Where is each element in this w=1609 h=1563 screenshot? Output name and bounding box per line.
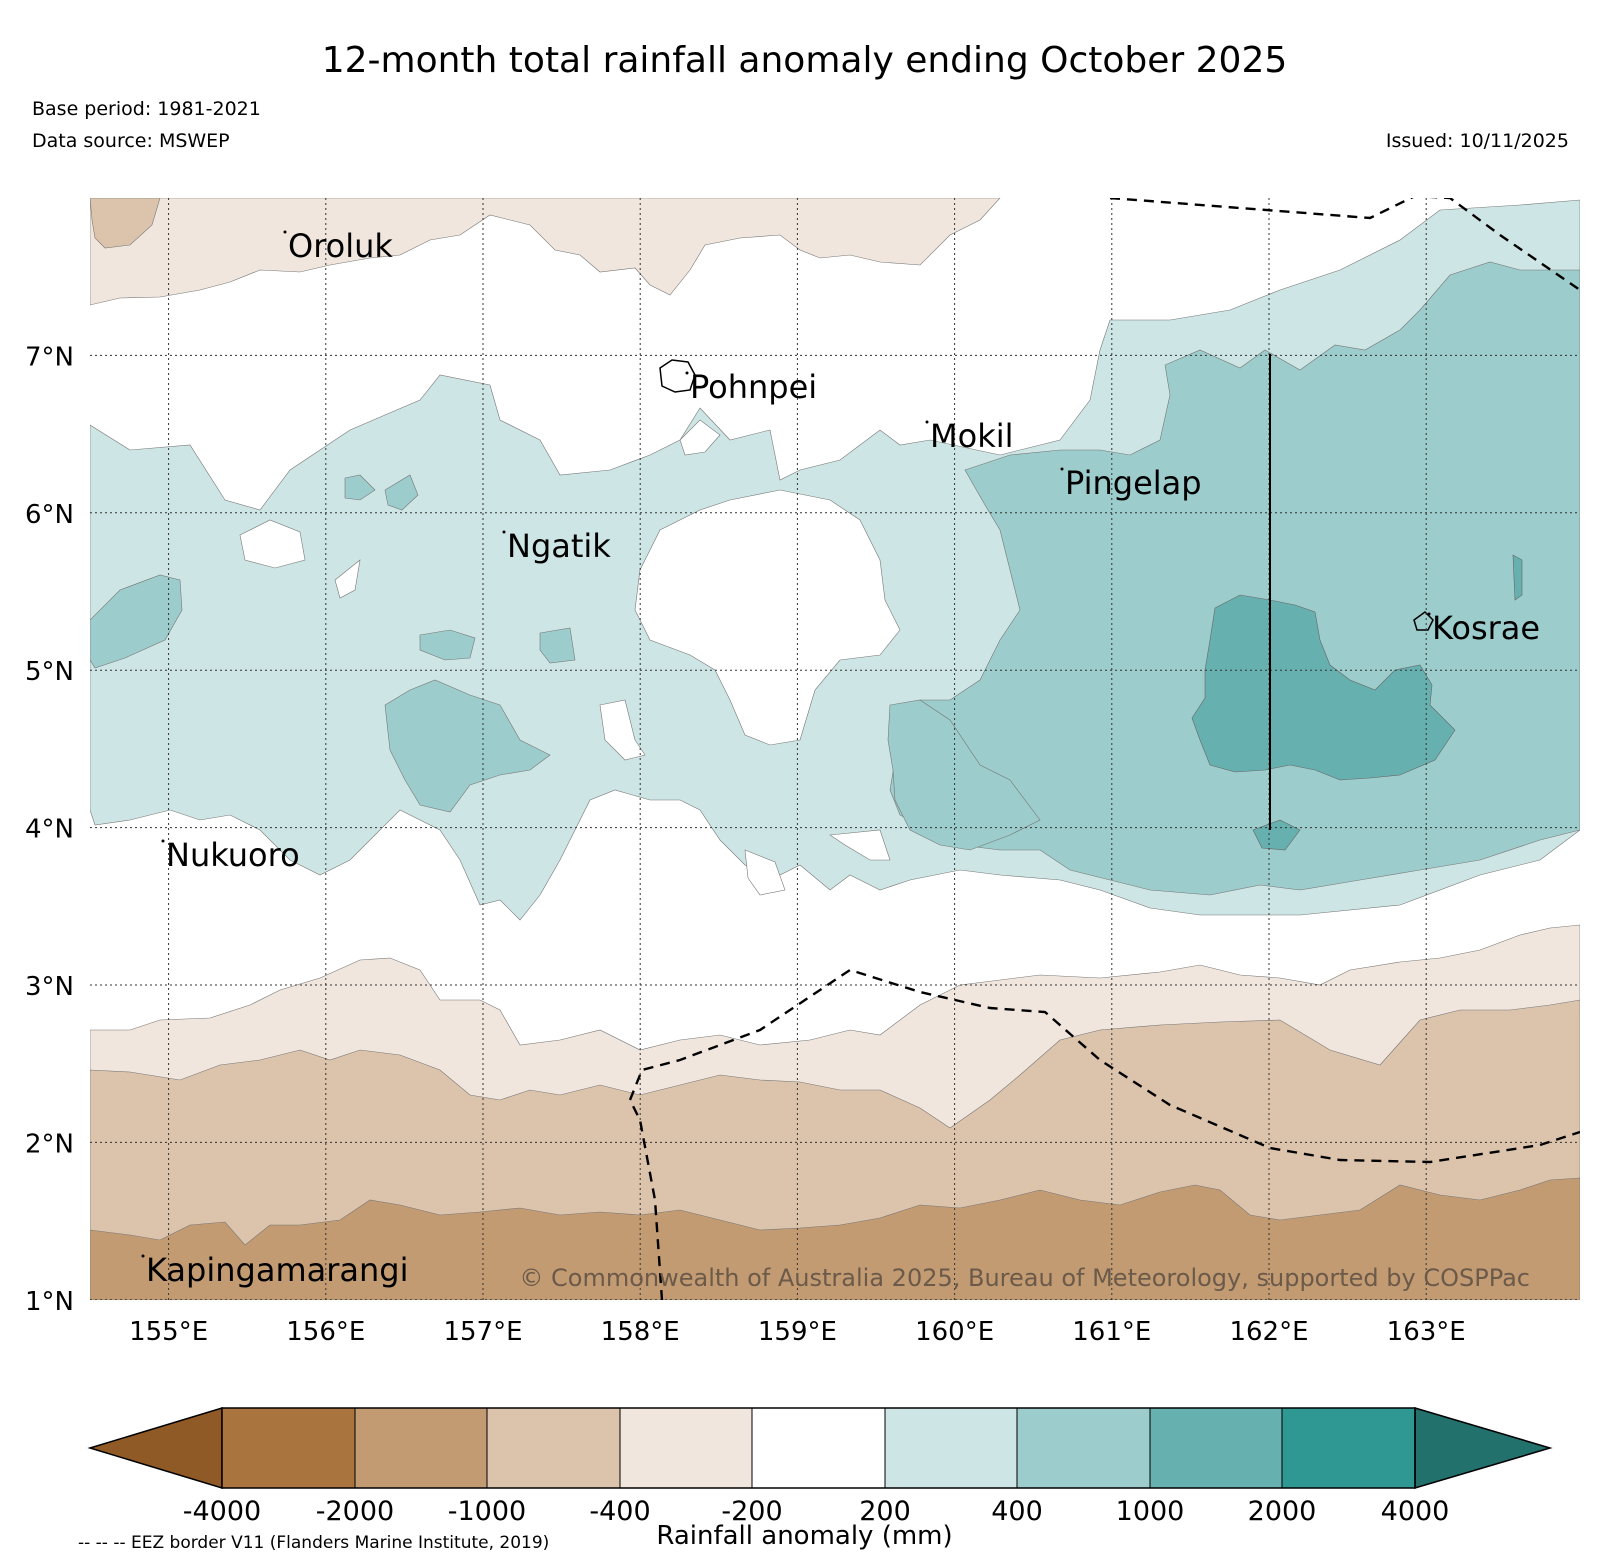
island-label: Mokil bbox=[930, 417, 1014, 455]
pohnpei-island bbox=[659, 359, 696, 393]
colorbar-segment bbox=[354, 1407, 488, 1489]
lon-tick-label: 158°E bbox=[601, 1317, 680, 1347]
lon-tick-label: 163°E bbox=[1387, 1317, 1466, 1347]
colorbar-segment bbox=[884, 1407, 1018, 1489]
island-label: Kosrae bbox=[1432, 609, 1540, 647]
dry-band-south-dark bbox=[90, 1177, 1580, 1300]
wet-region-400-1000-west bbox=[384, 679, 551, 813]
dry-hole-central bbox=[634, 489, 901, 746]
island-marker bbox=[502, 530, 506, 534]
copyright-note: © Commonwealth of Australia 2025, Bureau… bbox=[519, 1264, 1530, 1292]
colorbar-tick-label: -4000 bbox=[183, 1496, 261, 1527]
island-marker bbox=[925, 420, 929, 424]
island-marker bbox=[283, 230, 287, 234]
dry-band-north-light bbox=[90, 198, 1001, 306]
colorbar-tick-label: -1000 bbox=[448, 1496, 526, 1527]
lat-tick-label: 2°N bbox=[25, 1129, 74, 1159]
lat-tick-label: 4°N bbox=[25, 815, 74, 845]
colorbar-tick-label: 2000 bbox=[1248, 1496, 1317, 1527]
island-label: Ngatik bbox=[507, 527, 611, 565]
map-title: 12-month total rainfall anomaly ending O… bbox=[321, 40, 1288, 81]
wet-region-1000-2000 bbox=[1191, 594, 1456, 781]
longitude-labels: 155°E 156°E 157°E 158°E 159°E 160°E 161°E 162°E… bbox=[129, 1317, 1466, 1347]
colorbar-tick-label: -200 bbox=[721, 1496, 782, 1527]
colorbar-extend-high bbox=[1414, 1406, 1553, 1490]
dry-hole-west-2 bbox=[334, 559, 361, 599]
wet-region-400-1000-far-west bbox=[90, 574, 183, 669]
island-label: Oroluk bbox=[288, 227, 393, 265]
colorbar-frame bbox=[221, 1407, 1416, 1489]
colorbar-tick-label: 400 bbox=[991, 1496, 1043, 1527]
lat-tick-label: 7°N bbox=[25, 342, 74, 372]
rainfall-map bbox=[90, 198, 1580, 1300]
kosrae-island bbox=[1413, 611, 1434, 631]
wet-patch-1000-2000-kosrae bbox=[1512, 554, 1523, 601]
dry-hole-south-2 bbox=[829, 829, 891, 861]
colorbar-title: Rainfall anomaly (mm) bbox=[656, 1521, 953, 1551]
colorbar-segment bbox=[1281, 1407, 1416, 1489]
issued-date: Issued: 10/11/2025 bbox=[1385, 130, 1569, 152]
wet-region-400-1000-central bbox=[887, 699, 1041, 851]
data-source: Data source: MSWEP bbox=[32, 130, 230, 152]
lat-tick-label: 5°N bbox=[25, 657, 74, 687]
wet-patch-2 bbox=[384, 474, 419, 511]
colorbar-segment bbox=[221, 1407, 356, 1489]
colorbar-tick-label: -400 bbox=[589, 1496, 650, 1527]
colorbar-extend-low bbox=[87, 1406, 223, 1490]
colorbar-segment bbox=[1016, 1407, 1151, 1489]
dry-hole-west bbox=[239, 519, 306, 569]
lon-tick-label: 159°E bbox=[758, 1317, 837, 1347]
lon-tick-label: 157°E bbox=[443, 1317, 522, 1347]
colorbar-tick-label: 4000 bbox=[1381, 1496, 1450, 1527]
lat-tick-label: 6°N bbox=[25, 500, 74, 530]
island-marker bbox=[685, 371, 689, 375]
wet-patch-4 bbox=[539, 627, 576, 664]
island-marker bbox=[1427, 612, 1431, 616]
lon-tick-label: 160°E bbox=[915, 1317, 994, 1347]
colorbar-tick-label: -2000 bbox=[316, 1496, 394, 1527]
island-label: Pingelap bbox=[1065, 464, 1202, 502]
lat-tick-label: 3°N bbox=[25, 972, 74, 1002]
island-marker bbox=[141, 1254, 145, 1258]
colorbar-segment bbox=[751, 1407, 886, 1489]
dry-hole-4N bbox=[599, 699, 646, 761]
eez-border-south bbox=[628, 968, 1580, 1300]
colorbar-tick-label: 200 bbox=[859, 1496, 911, 1527]
lon-tick-label: 161°E bbox=[1072, 1317, 1151, 1347]
dry-hole-south-1 bbox=[744, 849, 786, 896]
colorbar-segment bbox=[619, 1407, 753, 1489]
island-label: Nukuoro bbox=[166, 836, 300, 874]
wet-patch-3 bbox=[419, 629, 476, 661]
colorbar: -4000 -2000 -1000 -400 -200 200 400 1000 2000 400… bbox=[87, 1406, 1553, 1527]
lon-tick-label: 155°E bbox=[129, 1317, 208, 1347]
wet-patch-1 bbox=[344, 474, 376, 501]
lon-tick-label: 162°E bbox=[1229, 1317, 1308, 1347]
dry-band-north-mid bbox=[90, 198, 161, 249]
latitude-labels: 7°N 6°N 5°N 4°N 3°N 2°N 1°N bbox=[25, 342, 74, 1316]
wet-patch-1000-2000-south bbox=[1252, 819, 1301, 851]
base-period: Base period: 1981-2021 bbox=[32, 98, 261, 120]
lon-tick-label: 156°E bbox=[286, 1317, 365, 1347]
lat-tick-label: 1°N bbox=[25, 1287, 74, 1317]
island-marker bbox=[1060, 467, 1064, 471]
colorbar-segment bbox=[1149, 1407, 1283, 1489]
dry-hole-pohnpei bbox=[679, 419, 721, 456]
island-label: Pohnpei bbox=[690, 368, 817, 406]
eez-legend-note: -- -- -- EEZ border V11 (Flanders Marine… bbox=[78, 1533, 550, 1553]
colorbar-segment bbox=[486, 1407, 621, 1489]
island-labels: Oroluk Pohnpei Mokil Pingelap Ngatik Kosrae Nu… bbox=[141, 227, 1540, 1289]
island-label: Kapingamarangi bbox=[146, 1251, 408, 1289]
island-marker bbox=[161, 839, 165, 843]
colorbar-tick-label: 1000 bbox=[1116, 1496, 1185, 1527]
